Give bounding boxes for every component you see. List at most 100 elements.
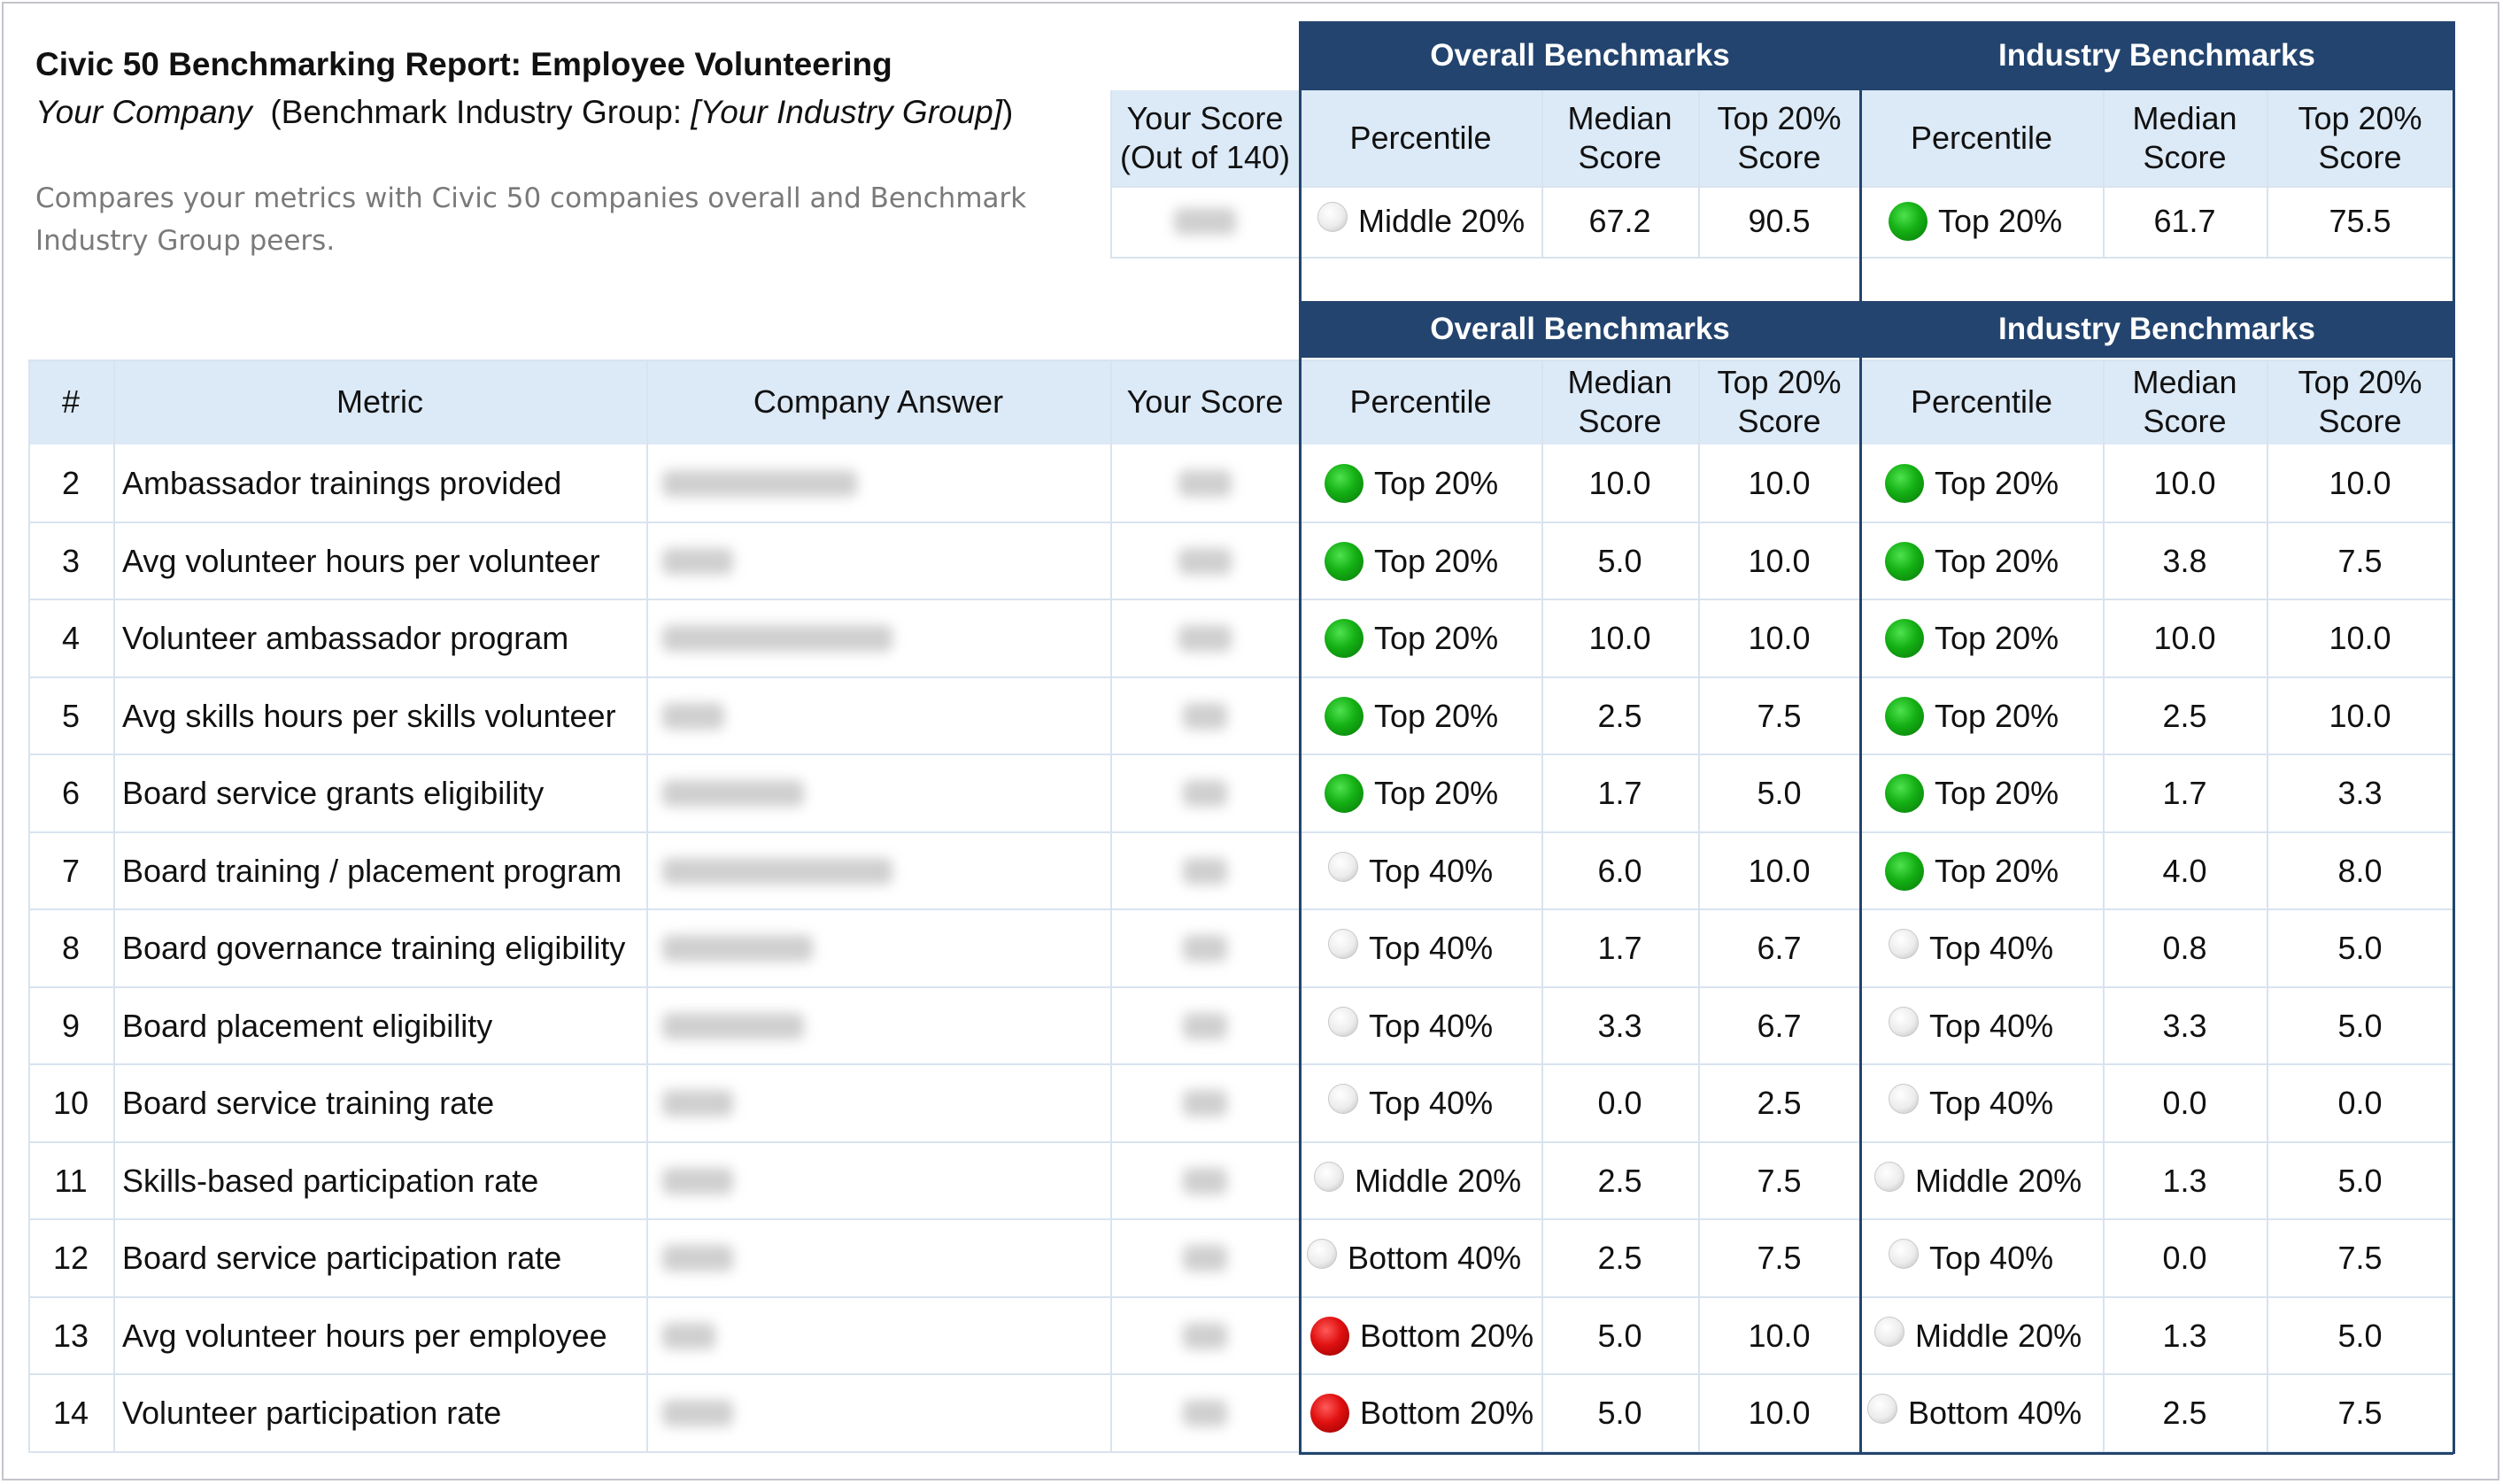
column-divider xyxy=(646,359,648,1452)
company-answer xyxy=(646,832,1110,909)
percentile-label: Top 20% xyxy=(1935,542,2059,579)
company-name: Your Company xyxy=(35,94,252,130)
redacted-score xyxy=(1183,1012,1227,1040)
status-gray-icon xyxy=(1314,1161,1344,1192)
summary-overall-top20: 90.5 xyxy=(1748,203,1811,239)
your-score xyxy=(1110,1142,1300,1219)
overall-top20: 7.5 xyxy=(1757,697,1802,734)
percentile-label: Top 40% xyxy=(1369,1007,1494,1044)
redacted-answer xyxy=(662,935,813,962)
metric-name: Board placement eligibility xyxy=(122,1007,493,1044)
header-omed: Median Score xyxy=(1541,359,1698,444)
redacted-answer xyxy=(662,1090,733,1117)
metric-name: Board service training rate xyxy=(122,1085,495,1121)
redacted-score xyxy=(1183,780,1227,807)
metric-name: Avg volunteer hours per employee xyxy=(122,1317,607,1354)
your-score xyxy=(1110,1064,1300,1142)
overall-top20: 10.0 xyxy=(1748,1317,1811,1354)
overall-top20: 10.0 xyxy=(1748,542,1811,579)
overall-percentile: Top 40% xyxy=(1300,987,1541,1064)
overall-top20: 2.5 xyxy=(1757,1085,1802,1121)
report-subtitle: Your Company (Benchmark Industry Group: … xyxy=(35,94,1013,131)
percentile-label: Bottom 40% xyxy=(1908,1395,2082,1431)
industry-percentile: Top 20% xyxy=(1860,832,2103,909)
summary-header-ipct: Percentile xyxy=(1860,90,2103,186)
overall-median: 0.0 xyxy=(1597,1085,1642,1121)
summary-industry-top20: 75.5 xyxy=(2329,203,2391,239)
overall-top20: 10.0 xyxy=(1748,852,1811,889)
redacted-score xyxy=(1174,208,1236,235)
your-score xyxy=(1110,1297,1300,1374)
industry-top20: 3.3 xyxy=(2337,775,2383,811)
industry-median: 1.3 xyxy=(2162,1162,2207,1199)
industry-percentile: Top 40% xyxy=(1860,909,2103,987)
metric-name: Board service participation rate xyxy=(122,1240,562,1276)
status-green-icon xyxy=(1885,464,1924,503)
overall-percentile: Top 20% xyxy=(1300,754,1541,832)
overall-top20: 7.5 xyxy=(1757,1240,1802,1276)
summary-navy-mid xyxy=(1859,21,1862,301)
redacted-answer xyxy=(662,625,892,652)
overall-percentile: Bottom 20% xyxy=(1300,1297,1541,1374)
industry-top20: 7.5 xyxy=(2337,542,2383,579)
table-overall-band: Overall Benchmarks xyxy=(1300,301,1860,358)
row-number: 13 xyxy=(52,1317,89,1354)
header-otop: Top 20% Score xyxy=(1698,359,1860,444)
industry-median: 10.0 xyxy=(2153,620,2216,656)
metric-name: Volunteer ambassador program xyxy=(122,620,569,656)
industry-top20: 5.0 xyxy=(2337,1007,2383,1044)
row-divider xyxy=(28,1373,2453,1375)
overall-median: 5.0 xyxy=(1597,1395,1642,1431)
summary-header-imed: Median Score xyxy=(2103,90,2267,186)
your-score xyxy=(1110,1219,1300,1297)
industry-median: 0.0 xyxy=(2162,1085,2207,1121)
summary-header-opct: Percentile xyxy=(1300,90,1541,186)
percentile-label: Top 20% xyxy=(1374,465,1499,501)
navy-right-border xyxy=(2453,301,2455,1454)
industry-percentile: Top 20% xyxy=(1860,754,2103,832)
industry-percentile: Top 20% xyxy=(1860,444,2103,522)
redacted-answer xyxy=(662,470,857,497)
percentile-label: Middle 20% xyxy=(1915,1162,2082,1199)
column-divider xyxy=(2267,359,2268,1452)
row-divider xyxy=(28,599,2453,600)
row-number: 12 xyxy=(52,1240,89,1276)
industry-percentile: Top 40% xyxy=(1860,1219,2103,1297)
summary-industry-percentile: Top 20% xyxy=(1860,186,2103,257)
redacted-score xyxy=(1183,702,1227,730)
overall-median: 5.0 xyxy=(1597,1317,1642,1354)
column-divider xyxy=(2103,359,2105,1452)
status-green-icon xyxy=(1889,202,1927,241)
summary-vline xyxy=(1541,90,1543,257)
industry-percentile: Top 20% xyxy=(1860,677,2103,754)
industry-suffix: ) xyxy=(1002,94,1014,130)
status-green-icon xyxy=(1325,541,1364,581)
row-number: 5 xyxy=(61,697,81,734)
header-answer: Company Answer xyxy=(646,359,1110,444)
percentile-label: Top 20% xyxy=(1935,465,2059,501)
metric-name: Ambassador trainings provided xyxy=(122,465,562,501)
summary-hline xyxy=(1110,186,2453,188)
redacted-answer xyxy=(662,1322,715,1349)
overall-median: 5.0 xyxy=(1597,542,1642,579)
row-divider xyxy=(28,1141,2453,1143)
row-number: 10 xyxy=(52,1085,89,1121)
status-gray-icon xyxy=(1328,1084,1358,1114)
status-gray-icon xyxy=(1874,1161,1904,1192)
company-answer xyxy=(646,909,1110,987)
industry-percentile: Top 20% xyxy=(1860,522,2103,599)
industry-median: 2.5 xyxy=(2162,697,2207,734)
industry-percentile: Top 20% xyxy=(1860,599,2103,677)
industry-top20: 7.5 xyxy=(2337,1240,2383,1276)
overall-percentile: Bottom 40% xyxy=(1300,1219,1541,1297)
summary-vline xyxy=(1698,90,1700,257)
summary-vline xyxy=(2267,90,2268,257)
industry-top20: 7.5 xyxy=(2337,1395,2383,1431)
company-answer xyxy=(646,1297,1110,1374)
navy-bottom-border xyxy=(1299,1452,2453,1455)
status-green-icon xyxy=(1325,619,1364,658)
overall-percentile: Top 40% xyxy=(1300,1064,1541,1142)
your-score xyxy=(1110,522,1300,599)
status-gray-icon xyxy=(1889,1084,1919,1114)
overall-median: 10.0 xyxy=(1588,465,1651,501)
